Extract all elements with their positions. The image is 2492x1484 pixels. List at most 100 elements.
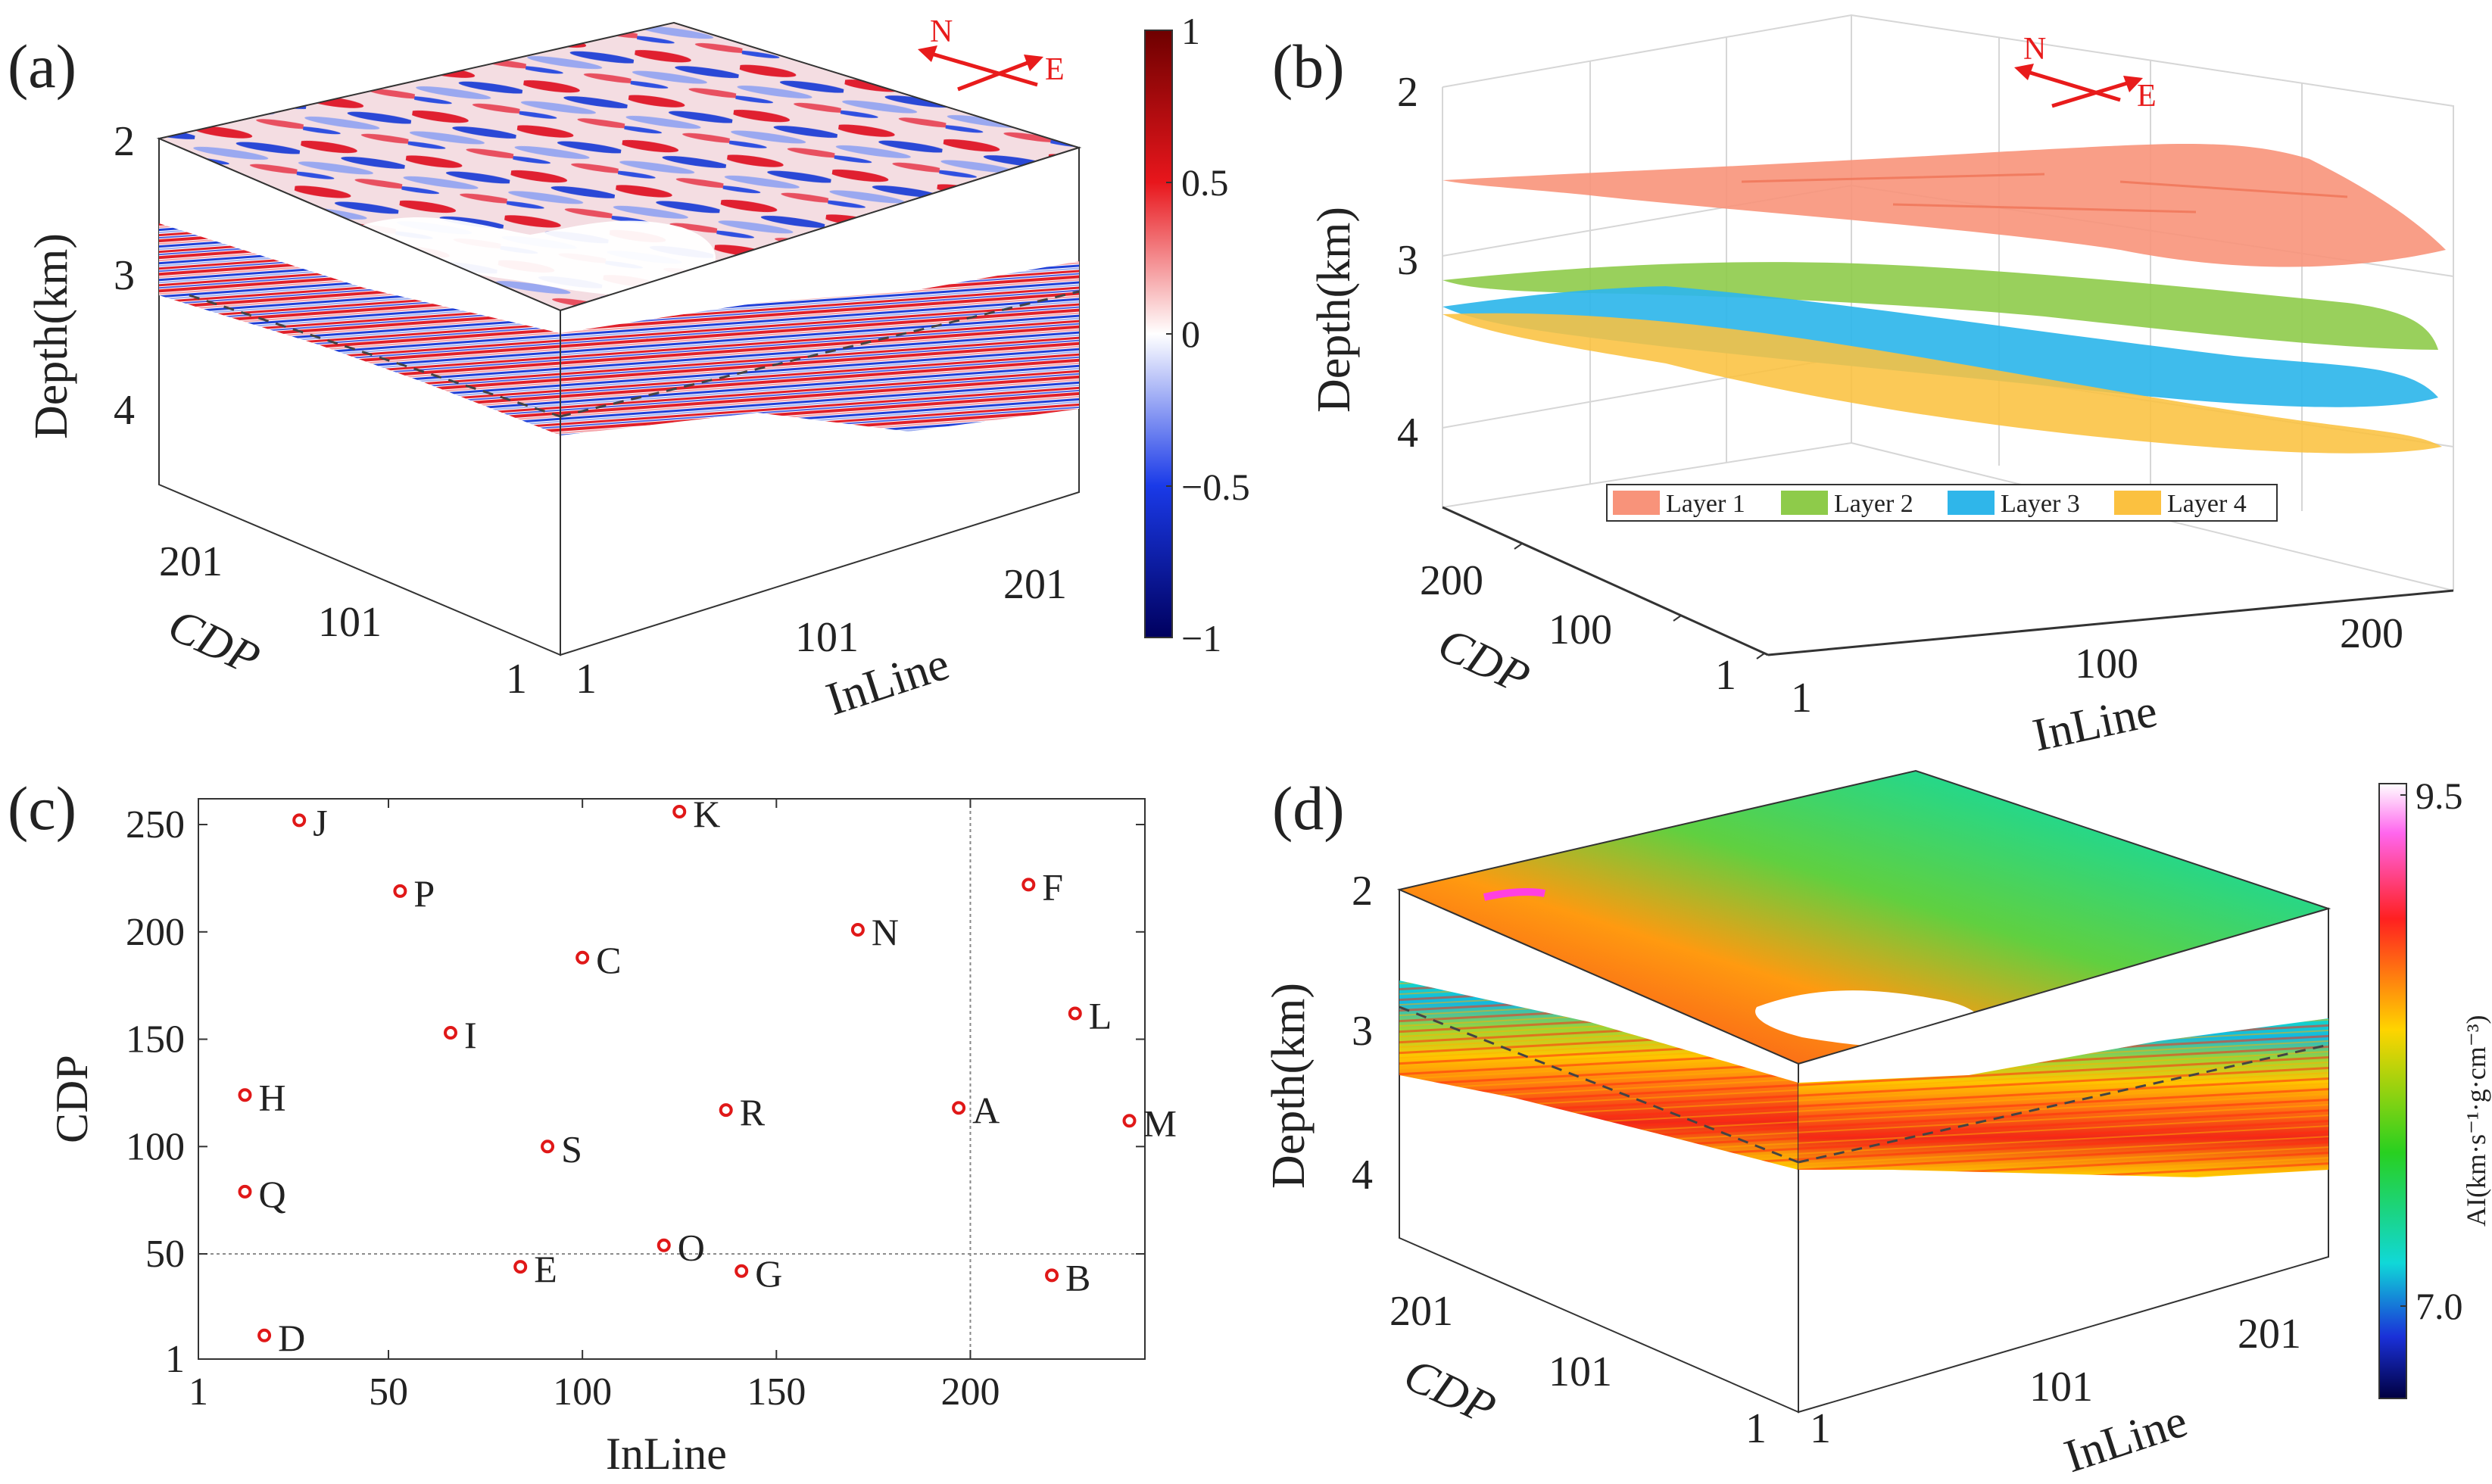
panel-b-inline-tick: 200 xyxy=(2340,610,2403,657)
panel-d-cdp-tick: 201 xyxy=(1389,1288,1453,1335)
panel-d-inline-tick: 1 xyxy=(1810,1405,1831,1452)
panel-d-colorbar xyxy=(2378,783,2407,1399)
panel-a-colorbar-tick: 0 xyxy=(1181,313,1200,355)
well-label-E: E xyxy=(534,1248,557,1290)
panel-b-cdp-label: CDP xyxy=(1430,618,1537,704)
panel-d-cdp-tick: 101 xyxy=(1549,1348,1612,1395)
panel-b-inline-label: InLine xyxy=(2029,685,2162,762)
panel-b-compass-east-head xyxy=(2123,76,2143,92)
panel-a-compass-n: N xyxy=(930,14,953,49)
well-marker-D xyxy=(257,1328,272,1342)
panel-c-points: A B C D E F G H I J K L M N O P Q R S xyxy=(238,793,1177,1359)
panel-a-inline-tick: 1 xyxy=(575,656,597,703)
panel-b-layer-3 xyxy=(1442,286,2438,407)
x-tick-label: 50 xyxy=(369,1370,408,1414)
panel-b-compass-e: E xyxy=(2137,79,2157,114)
panel-b-legend-label: Layer 1 xyxy=(1666,490,1745,518)
panel-a-colorbar-tick: 1 xyxy=(1181,10,1200,52)
panel-b-compass-north-arrow xyxy=(2019,67,2121,102)
y-tick-label: 150 xyxy=(126,1018,185,1062)
panel-b-cdp-tick: 1 xyxy=(1715,652,1736,699)
well-label-P: P xyxy=(413,872,435,915)
panel-b-inline-tick: 100 xyxy=(2075,641,2138,687)
well-label-R: R xyxy=(740,1091,766,1133)
panel-a: (a) 2 3 4 Depth(km) 201 101 1 CDP 1 101 … xyxy=(8,10,1250,725)
panel-d-tag: (d) xyxy=(1272,774,1345,843)
well-label-H: H xyxy=(258,1076,285,1118)
panel-a-right-seismic xyxy=(560,261,1079,435)
panel-b-inline-axis xyxy=(1767,589,2454,656)
panel-b-legend-swatch-4 xyxy=(2114,491,2161,515)
panel-a-tag: (a) xyxy=(8,32,76,101)
panel-d-colorbar-tick: 9.5 xyxy=(2416,775,2463,817)
panel-b-cdp-axis-ticks xyxy=(1514,543,1765,659)
well-marker-G xyxy=(735,1264,749,1278)
panel-d-inline-tick: 201 xyxy=(2238,1311,2301,1358)
well-label-L: L xyxy=(1089,995,1112,1037)
panel-d-colorbar-tick: 7.0 xyxy=(2416,1285,2463,1327)
well-label-N: N xyxy=(872,911,899,953)
panel-a-compass-north-arrow xyxy=(923,49,1038,87)
well-marker-B xyxy=(1045,1268,1059,1283)
well-label-G: G xyxy=(755,1252,782,1295)
well-marker-P xyxy=(393,884,407,898)
panel-a-compass-east-arrow xyxy=(957,57,1038,92)
panel-b-depth-tick: 2 xyxy=(1397,69,1418,116)
panel-a-depth-label: Depth(km) xyxy=(26,233,77,439)
panel-b-cdp-tick: 100 xyxy=(1549,606,1612,653)
well-marker-J xyxy=(292,813,307,828)
y-tick-label: 50 xyxy=(145,1233,185,1276)
well-marker-F xyxy=(1021,878,1036,892)
panel-a-cdp-label: CDP xyxy=(161,599,267,685)
panel-b-layer-1-texture xyxy=(1741,173,2348,214)
y-tick-label: 100 xyxy=(126,1125,185,1168)
panel-a-compass-e: E xyxy=(1045,52,1065,87)
panel-b-compass-east-arrow xyxy=(2051,78,2138,108)
panel-b-legend-label: Layer 2 xyxy=(1834,490,1913,518)
well-label-I: I xyxy=(464,1014,477,1056)
panel-b-legend: Layer 1 Layer 2 Layer 3 Layer 4 xyxy=(1606,484,2278,522)
panel-b-legend-swatch-2 xyxy=(1781,491,1828,515)
panel-a-inline-tick: 101 xyxy=(795,614,859,661)
well-label-O: O xyxy=(678,1227,705,1269)
panel-a-compass-north-head xyxy=(918,45,937,62)
panel-a-top-white-region xyxy=(356,217,716,296)
panel-d-depth-label: Depth(km) xyxy=(1263,983,1315,1189)
panel-b-layer-2 xyxy=(1442,262,2438,350)
panel-d-depth-tick: 2 xyxy=(1352,868,1373,915)
well-marker-I xyxy=(443,1026,457,1040)
well-marker-K xyxy=(672,805,687,819)
well-marker-Q xyxy=(238,1184,252,1199)
panel-a-left-seismic xyxy=(159,223,560,435)
panel-a-depth-tick: 3 xyxy=(114,252,135,299)
panel-a-dashed-line-right xyxy=(560,290,1080,418)
well-marker-H xyxy=(238,1088,252,1102)
well-label-Q: Q xyxy=(258,1173,285,1215)
panel-b-legend-swatch-3 xyxy=(1948,491,1995,515)
panel-a-compass-east-head xyxy=(1024,55,1043,71)
well-marker-S xyxy=(541,1140,555,1154)
x-tick-label: 200 xyxy=(940,1370,1000,1414)
well-marker-E xyxy=(513,1260,528,1274)
panel-c-plot-frame xyxy=(198,798,1146,1360)
panel-a-inline-tick: 201 xyxy=(1003,561,1067,608)
panel-d: (d) 2 3 4 Depth(km) 201 101 1 CDP 1 101 … xyxy=(1263,769,2491,1482)
well-marker-L xyxy=(1068,1006,1082,1021)
panel-b-compass-n: N xyxy=(2023,32,2046,67)
well-marker-O xyxy=(657,1238,671,1252)
panel-a-depth-tick: 4 xyxy=(114,387,135,434)
well-label-J: J xyxy=(313,801,327,843)
panel-b-legend-box xyxy=(1606,484,2278,522)
well-marker-A xyxy=(952,1101,966,1115)
x-tick-label: 1 xyxy=(189,1370,208,1414)
panel-b-tag: (b) xyxy=(1272,32,1345,101)
panel-b-compass-north-head xyxy=(2014,64,2034,80)
well-marker-N xyxy=(850,922,865,937)
panel-a-dashed-line-left xyxy=(189,294,561,418)
well-marker-C xyxy=(575,950,590,965)
panel-c-xlabel: InLine xyxy=(606,1429,727,1479)
well-label-C: C xyxy=(596,939,621,981)
